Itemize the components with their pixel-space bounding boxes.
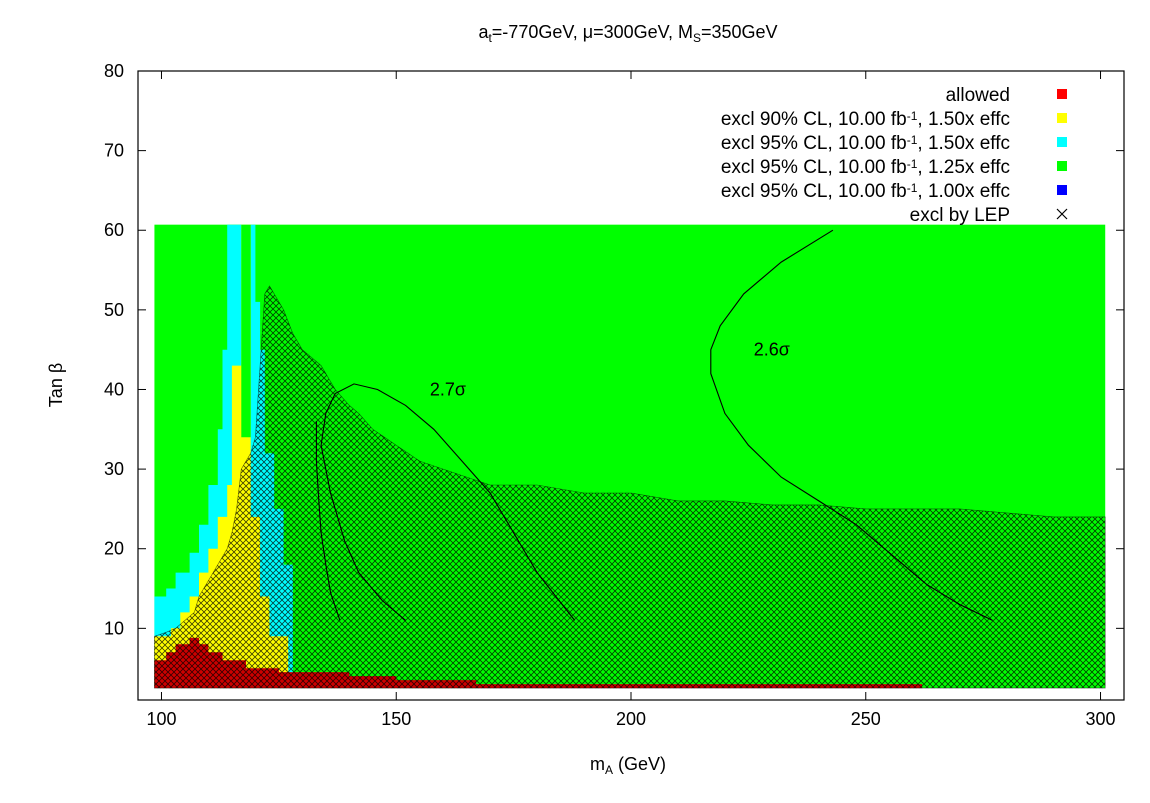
legend-cross-marker [1056,208,1068,220]
x-tick-label: 300 [1086,709,1116,729]
legend-label: allowed [946,85,1010,106]
legend-swatch [1057,137,1067,147]
y-axis-label: Tan β [46,363,66,407]
x-tick-label: 150 [381,709,411,729]
title: at=-770GeV, μ=300GeV, MS=350GeV [478,22,777,45]
contours-layer: 2.6σ 2.7σ [315,229,993,621]
x-tick-label: 200 [616,709,646,729]
ticks-layer: 100 150 200 250 300 10 20 30 40 50 60 70 80 [104,61,1124,729]
chart-title: at=-770GeV, μ=300GeV, MS=350GeV [478,22,777,45]
y-tick-label: 30 [104,459,124,479]
contour-line [315,421,341,621]
y-tick-label: 50 [104,300,124,320]
legend-label: excl 90% CL, 10.00 fb-1, 1.50x effc [721,109,1010,130]
legend: allowed excl 90% CL, 10.00 fb-1, 1.50x ef… [625,83,1105,226]
contour-label: 2.6σ [754,340,790,360]
contour-line [320,383,576,621]
legend-row-bg [625,203,1105,225]
legend-label: excl by LEP [910,205,1010,226]
x-tick-label: 250 [851,709,881,729]
region-green-fill [241,224,251,438]
x-tick-label: 100 [146,709,176,729]
y-tick-label: 40 [104,379,124,399]
legend-swatch [1057,185,1067,195]
contour-label: 2.7σ [430,379,466,399]
legend-swatch [1057,89,1067,99]
y-tick-label: 60 [104,220,124,240]
y-tick-label: 70 [104,141,124,161]
contour-line [710,229,993,621]
y-tick-label: 20 [104,539,124,559]
legend-label: excl 95% CL, 10.00 fb-1, 1.00x effc [721,181,1010,202]
lep-excluded-area [154,285,1106,689]
x-axis-label: mA (GeV) [590,754,666,777]
legend-row-bg [625,83,1105,105]
legend-swatch [1057,113,1067,123]
y-tick-label: 80 [104,61,124,81]
legend-swatch [1057,161,1067,171]
legend-label: excl 95% CL, 10.00 fb-1, 1.25x effc [721,157,1010,178]
y-tick-label: 10 [104,618,124,638]
legend-label: excl 95% CL, 10.00 fb-1, 1.50x effc [721,133,1010,154]
